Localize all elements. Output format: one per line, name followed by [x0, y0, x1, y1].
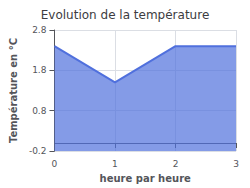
svg-text:Evolution de la température: Evolution de la température	[41, 8, 210, 22]
svg-text:0.8: 0.8	[32, 106, 47, 116]
svg-text:1: 1	[112, 159, 118, 169]
svg-text:-0.2: -0.2	[29, 146, 47, 156]
svg-text:heure par heure: heure par heure	[100, 173, 191, 184]
svg-text:0: 0	[52, 159, 58, 169]
svg-text:Température en °C: Température en °C	[8, 38, 19, 143]
svg-text:1.8: 1.8	[32, 65, 47, 75]
svg-text:3: 3	[233, 159, 239, 169]
svg-text:2: 2	[173, 159, 179, 169]
svg-text:2.8: 2.8	[32, 25, 47, 35]
